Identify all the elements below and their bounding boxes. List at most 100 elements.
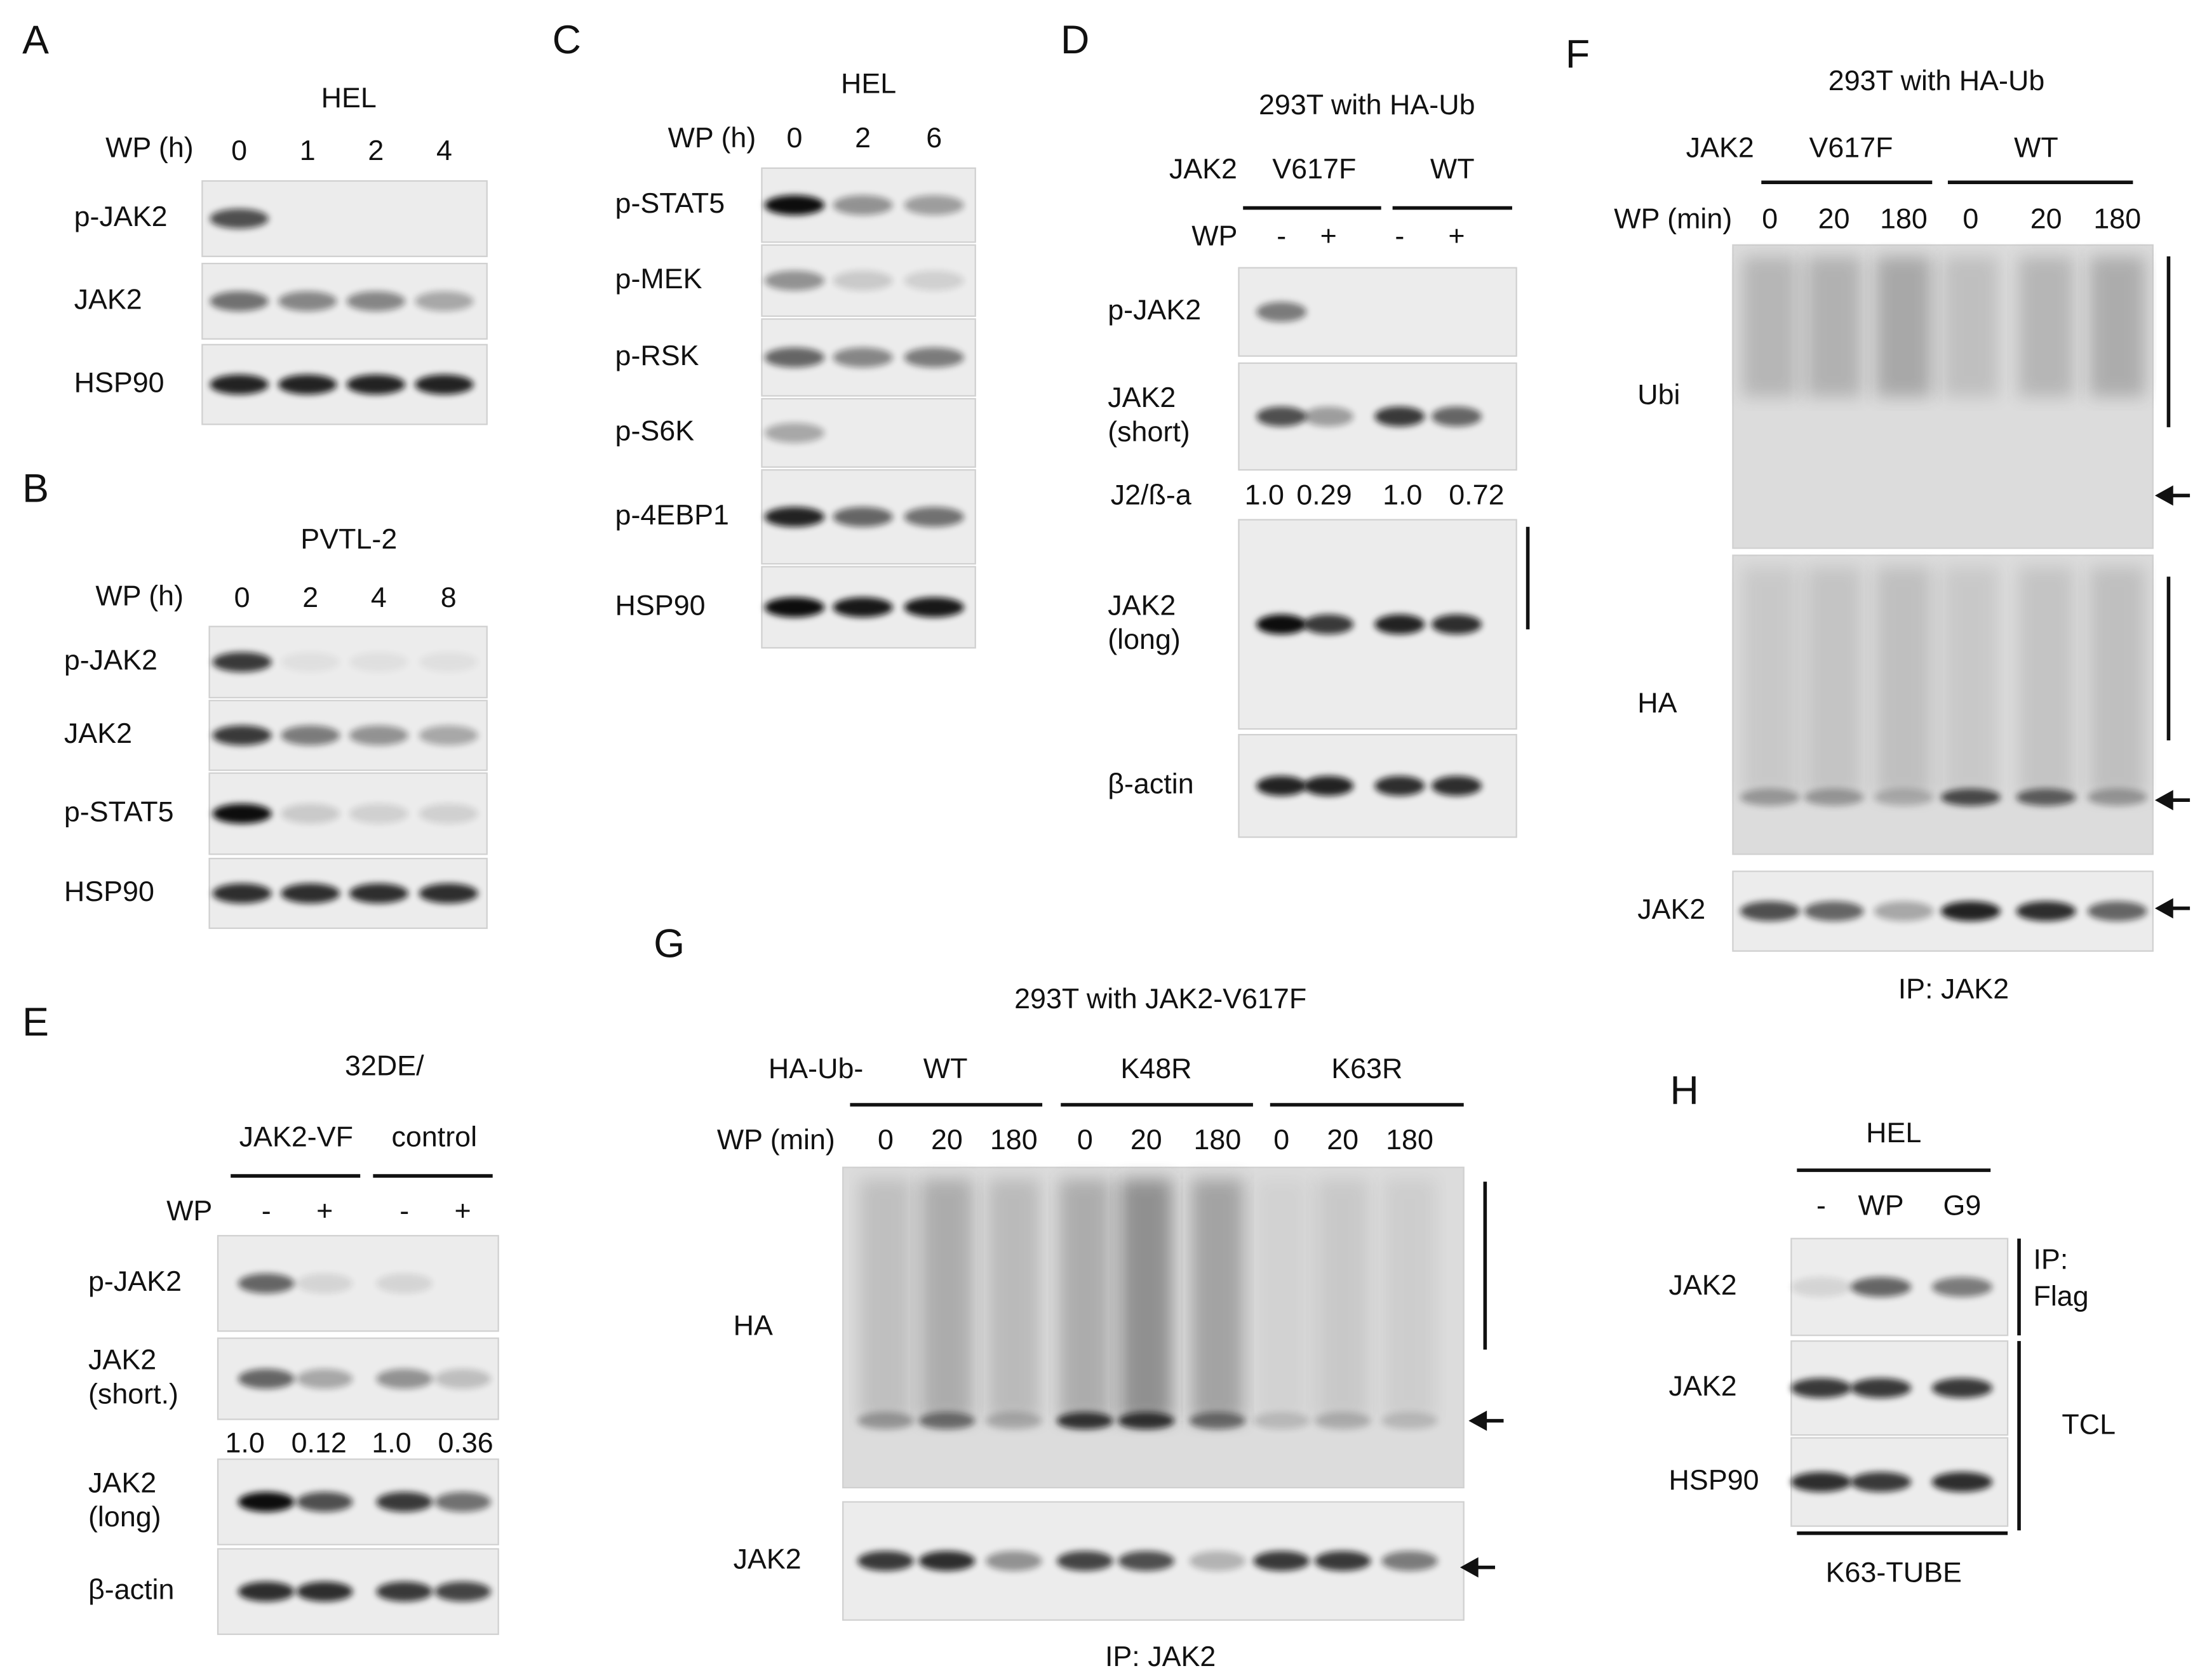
group-name: K63R <box>1331 1052 1402 1084</box>
side-label: IP: <box>2033 1243 2068 1275</box>
lane-label: 20 <box>1327 1123 1358 1156</box>
panel-letter: B <box>22 466 49 510</box>
band <box>1874 901 1934 921</box>
group-name: control <box>392 1121 478 1153</box>
lane-label: 180 <box>1880 203 1928 235</box>
lane-label: 2 <box>302 581 318 613</box>
band <box>1931 1378 1993 1398</box>
lane-label: 20 <box>1818 203 1850 235</box>
panel-title: HEL <box>1866 1116 1921 1149</box>
band <box>904 597 964 618</box>
band <box>764 423 825 443</box>
row-label: p-STAT5 <box>615 187 725 219</box>
band <box>281 803 340 824</box>
lane-label: 180 <box>990 1123 1038 1156</box>
row-label: JAK2 <box>88 1343 156 1376</box>
ratio-value: 1.0 <box>372 1427 411 1459</box>
group-name: V617F <box>1272 152 1356 185</box>
band <box>212 652 272 672</box>
lane-label: 2 <box>855 121 871 154</box>
side-label: Flag <box>2033 1280 2088 1312</box>
ratio-value: 0.72 <box>1449 479 1504 511</box>
group-name: K48R <box>1120 1052 1191 1084</box>
panel-letter: F <box>1566 32 1590 77</box>
band <box>296 1368 353 1389</box>
band <box>918 1412 976 1430</box>
panel-title: 293T with HA-Ub <box>1828 64 2045 97</box>
band <box>1253 1550 1310 1571</box>
band <box>904 270 964 291</box>
smear <box>1806 256 1862 397</box>
band <box>1314 1412 1371 1430</box>
lane-label: 0 <box>231 134 247 166</box>
band <box>210 208 269 229</box>
row-label: p-JAK2 <box>64 644 158 676</box>
band <box>434 1491 491 1512</box>
band <box>1431 776 1482 796</box>
band <box>1057 1550 1113 1571</box>
row-label: p-JAK2 <box>88 1265 182 1297</box>
lane-label: 180 <box>1386 1123 1433 1156</box>
arrow <box>1468 1410 1504 1431</box>
smear <box>1191 1178 1244 1421</box>
smear <box>2018 566 2074 797</box>
band <box>1850 1378 1912 1398</box>
row-label: p-JAK2 <box>74 200 168 232</box>
lane-label: WP <box>1858 1189 1903 1221</box>
band <box>1057 1412 1113 1430</box>
ratio-value: 1.0 <box>225 1427 264 1459</box>
band <box>212 803 272 824</box>
band <box>376 1368 433 1389</box>
band <box>2016 901 2076 921</box>
band <box>904 507 964 527</box>
band <box>1303 776 1354 796</box>
lane-label: - <box>262 1194 271 1227</box>
ratio-value: 1.0 <box>1245 479 1284 511</box>
arrow <box>2155 485 2190 506</box>
band <box>1256 302 1307 322</box>
row-label: JAK2 <box>1637 893 1705 925</box>
lane-label: 20 <box>931 1123 963 1156</box>
panel-letter: G <box>654 922 685 966</box>
band <box>1314 1550 1371 1571</box>
smear <box>1943 566 1999 797</box>
row-label: JAK2 <box>1108 589 1176 621</box>
row-label: JAK2 <box>74 283 142 315</box>
panel-title: HEL <box>321 81 377 114</box>
band <box>210 374 269 395</box>
group-label: JAK2 <box>1686 131 1754 164</box>
ratio-value: 1.0 <box>1383 479 1422 511</box>
band <box>1804 789 1864 806</box>
band <box>1189 1550 1246 1571</box>
row-label: JAK2 <box>734 1542 802 1575</box>
band <box>1940 901 2001 921</box>
lane-label: - <box>1277 220 1286 252</box>
lane-label: 8 <box>441 581 457 613</box>
row-label: β-actin <box>1108 768 1193 800</box>
panel-title: PVTL-2 <box>300 523 397 555</box>
smear <box>2089 256 2145 397</box>
band <box>1850 1472 1912 1492</box>
group-label: HA-Ub- <box>768 1052 863 1084</box>
ratio-label: J2/ß-a <box>1111 479 1191 511</box>
lane-label: 20 <box>1130 1123 1162 1156</box>
row-label: p-JAK2 <box>1108 293 1201 326</box>
lane-label: 4 <box>371 581 387 613</box>
condition-label: WP (h) <box>668 121 756 154</box>
band <box>419 883 478 903</box>
lane-label: - <box>1816 1189 1826 1221</box>
smear <box>920 1178 974 1421</box>
smear <box>988 1178 1040 1421</box>
row-label: JAK2 <box>1669 1370 1737 1402</box>
band <box>376 1582 433 1602</box>
row-label: HA <box>734 1309 773 1342</box>
condition-label: WP (min) <box>717 1123 835 1156</box>
band <box>434 1582 491 1602</box>
band <box>833 347 893 368</box>
band <box>419 803 478 824</box>
band <box>1381 1412 1438 1430</box>
band <box>1940 789 2001 806</box>
row-label: (long) <box>88 1500 161 1533</box>
row-label: HSP90 <box>1669 1463 1759 1496</box>
band <box>1256 406 1307 427</box>
